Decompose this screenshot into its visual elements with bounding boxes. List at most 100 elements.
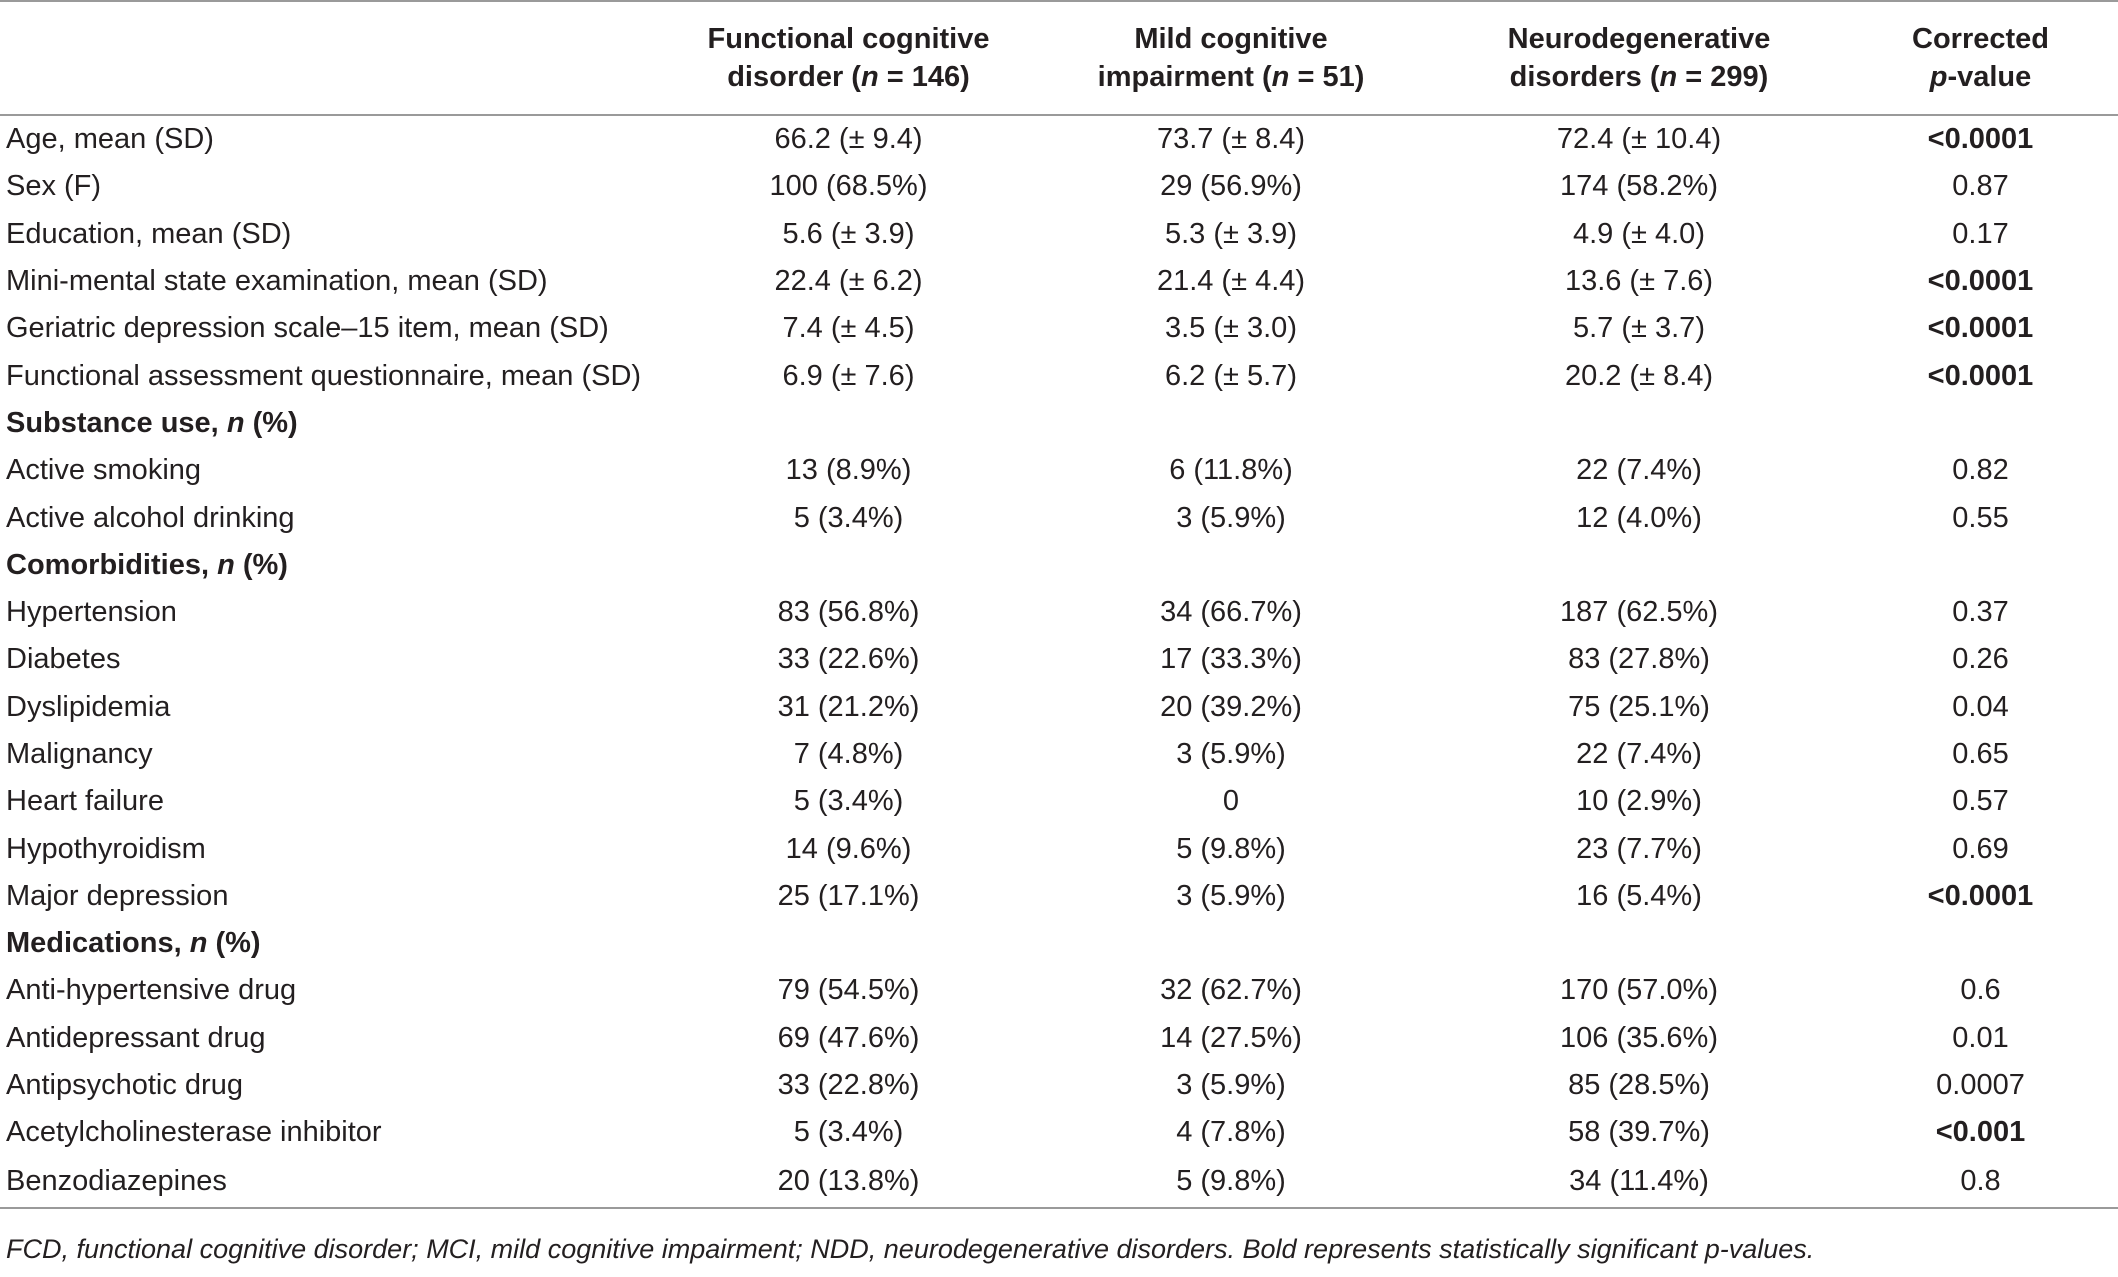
cell-mci: 6 (11.8%) xyxy=(1169,454,1293,487)
header-p-line2-post: -value xyxy=(1947,61,2032,93)
cell-fcd: 33 (22.8%) xyxy=(777,1069,920,1102)
cell-p-value: <0.0001 xyxy=(1927,265,2034,298)
cell-mci: 3 (5.9%) xyxy=(1176,879,1286,912)
row-label: Malignancy xyxy=(6,738,153,770)
table-row: Anti-hypertensive drug 79 (54.5%) 32 (62.7… xyxy=(0,967,2118,1014)
section-label-post: (%) xyxy=(234,548,288,581)
cell-p-value: 0.8 xyxy=(1843,1156,2118,1209)
section-header-row: Comorbidities, n (%) xyxy=(0,542,2118,589)
table-row: Benzodiazepines 20 (13.8%) 5 (9.8%) 34 (11.… xyxy=(0,1156,2118,1209)
table-row: Sex (F) 100 (68.5%) 29 (56.9%) 174 (58.2%) 0… xyxy=(0,163,2118,210)
cell-mci: 4 (7.8%) xyxy=(1176,1116,1286,1149)
cell-p-value: 0.37 xyxy=(1952,596,2009,629)
header-p-line1: Corrected xyxy=(1912,23,2049,55)
cell-mci: 3.5 (± 3.0) xyxy=(1165,312,1297,345)
cell-p-value: 0.04 xyxy=(1952,690,2009,723)
section-label-pre: Substance use, xyxy=(6,406,227,439)
cell-ndd: 75 (25.1%) xyxy=(1568,690,1710,723)
cell-mci: 3 (5.9%) xyxy=(1176,501,1286,534)
cell-ndd: 22 (7.4%) xyxy=(1576,738,1702,770)
row-label: Acetylcholinesterase inhibitor xyxy=(6,1116,382,1149)
section-label-em: n xyxy=(217,548,235,581)
section-header-label: Comorbidities, n (%) xyxy=(0,542,2118,589)
cell-p-value: 0.57 xyxy=(1952,785,2009,818)
cell-mci: 5 (9.8%) xyxy=(1176,832,1286,865)
cell-fcd: 14 (9.6%) xyxy=(785,832,912,865)
table-row: Education, mean (SD) 5.6 (± 3.9) 5.3 (± 3.… xyxy=(0,211,2118,258)
characteristics-table-container: Functional cognitive disorder (n = 146) … xyxy=(0,0,2118,1209)
cell-ndd: 170 (57.0%) xyxy=(1560,974,1718,1007)
cell-fcd: 33 (22.6%) xyxy=(777,643,920,676)
cell-fcd: 13 (8.9%) xyxy=(785,454,912,487)
header-cell-p-value: Corrected p-value xyxy=(1843,2,2118,116)
row-label: Benzodiazepines xyxy=(0,1156,670,1209)
header-ndd-line1: Neurodegenerative xyxy=(1507,23,1771,55)
cell-p-value: 0.26 xyxy=(1952,643,2009,676)
cell-ndd: 13.6 (± 7.6) xyxy=(1564,265,1714,298)
cell-p-value: 0.69 xyxy=(1952,832,2009,865)
row-label: Geriatric depression scale–15 item, mean… xyxy=(6,312,609,345)
cell-mci: 29 (56.9%) xyxy=(1160,170,1302,203)
cell-fcd: 22.4 (± 6.2) xyxy=(774,265,923,298)
section-label-post: (%) xyxy=(207,927,261,960)
table-row: Antidepressant drug 69 (47.6%) 14 (27.5%) 1… xyxy=(0,1015,2118,1062)
section-header-row: Medications, n (%) xyxy=(0,920,2118,967)
cell-p-value: 0.87 xyxy=(1952,170,2009,203)
cell-fcd: 69 (47.6%) xyxy=(777,1021,920,1054)
row-label: Active smoking xyxy=(6,454,202,487)
row-label: Active alcohol drinking xyxy=(6,501,295,534)
header-mci-line2-pre: impairment ( xyxy=(1097,61,1272,93)
cell-fcd: 6.9 (± 7.6) xyxy=(782,359,915,392)
row-label: Age, mean (SD) xyxy=(6,123,214,156)
cell-fcd: 100 (68.5%) xyxy=(769,170,928,203)
header-cell-mci: Mild cognitive impairment (n = 51) xyxy=(1027,2,1435,116)
cell-fcd: 5 (3.4%) xyxy=(793,785,904,818)
table-body: Age, mean (SD) 66.2 (± 9.4) 73.7 (± 8.4) 72… xyxy=(0,115,2118,1209)
header-ndd-line2-em: n xyxy=(1659,61,1678,93)
cell-p-value: 0.6 xyxy=(1960,974,2001,1007)
cell-fcd: 5 (3.4%) xyxy=(793,501,904,534)
cell-p-value: 0.55 xyxy=(1952,501,2009,534)
cell-ndd: 34 (11.4%) xyxy=(1435,1156,1843,1209)
section-label-em: n xyxy=(226,406,245,439)
cell-mci: 34 (66.7%) xyxy=(1160,596,1302,629)
section-header-row: Substance use, n (%) xyxy=(0,400,2118,447)
row-label: Antipsychotic drug xyxy=(6,1069,243,1102)
table-row: Functional assessment questionnaire, mea… xyxy=(0,352,2118,399)
cell-ndd: 72.4 (± 10.4) xyxy=(1556,123,1722,156)
cell-fcd: 31 (21.2%) xyxy=(777,690,920,723)
cell-mci: 5 (9.8%) xyxy=(1027,1156,1435,1209)
cell-fcd: 66.2 (± 9.4) xyxy=(774,123,923,156)
row-label: Diabetes xyxy=(6,643,121,676)
cell-ndd: 58 (39.7%) xyxy=(1568,1116,1710,1149)
cell-ndd: 23 (7.7%) xyxy=(1576,832,1702,865)
table-row: Active alcohol drinking 5 (3.4%) 3 (5.9%) 1… xyxy=(0,494,2118,541)
header-mci-line2-em: n xyxy=(1271,61,1290,93)
row-label: Heart failure xyxy=(6,785,164,818)
cell-p-value: <0.0001 xyxy=(1927,312,2034,345)
table-row: Hypothyroidism 14 (9.6%) 5 (9.8%) 23 (7.7%)… xyxy=(0,825,2118,872)
header-row: Functional cognitive disorder (n = 146) … xyxy=(0,2,2118,116)
cell-p-value: <0.001 xyxy=(1935,1116,2026,1149)
table-header: Functional cognitive disorder (n = 146) … xyxy=(0,0,2118,116)
section-label-em: n xyxy=(189,927,208,960)
cell-mci: 20 (39.2%) xyxy=(1160,690,1302,723)
cell-fcd: 25 (17.1%) xyxy=(777,879,920,912)
section-header-label: Medications, n (%) xyxy=(0,920,2118,967)
row-label: Dyslipidemia xyxy=(6,690,171,723)
cell-ndd: 4.9 (± 4.0) xyxy=(1573,217,1705,250)
header-fcd-line2-post: = 146) xyxy=(878,61,970,93)
row-label: Hypertension xyxy=(6,596,177,629)
cell-fcd: 5.6 (± 3.9) xyxy=(782,217,915,250)
cell-fcd: 7.4 (± 4.5) xyxy=(782,312,915,345)
cell-mci: 6.2 (± 5.7) xyxy=(1165,359,1297,392)
cell-p-value: <0.0001 xyxy=(1927,879,2034,912)
header-cell-label xyxy=(0,2,670,116)
cell-ndd: 85 (28.5%) xyxy=(1568,1069,1710,1102)
row-label: Anti-hypertensive drug xyxy=(6,974,297,1007)
cell-mci: 3 (5.9%) xyxy=(1176,1069,1286,1102)
cell-ndd: 5.7 (± 3.7) xyxy=(1573,312,1705,345)
row-label: Antidepressant drug xyxy=(6,1021,266,1054)
cell-p-value: <0.0001 xyxy=(1927,123,2034,156)
cell-ndd: 10 (2.9%) xyxy=(1576,785,1702,818)
